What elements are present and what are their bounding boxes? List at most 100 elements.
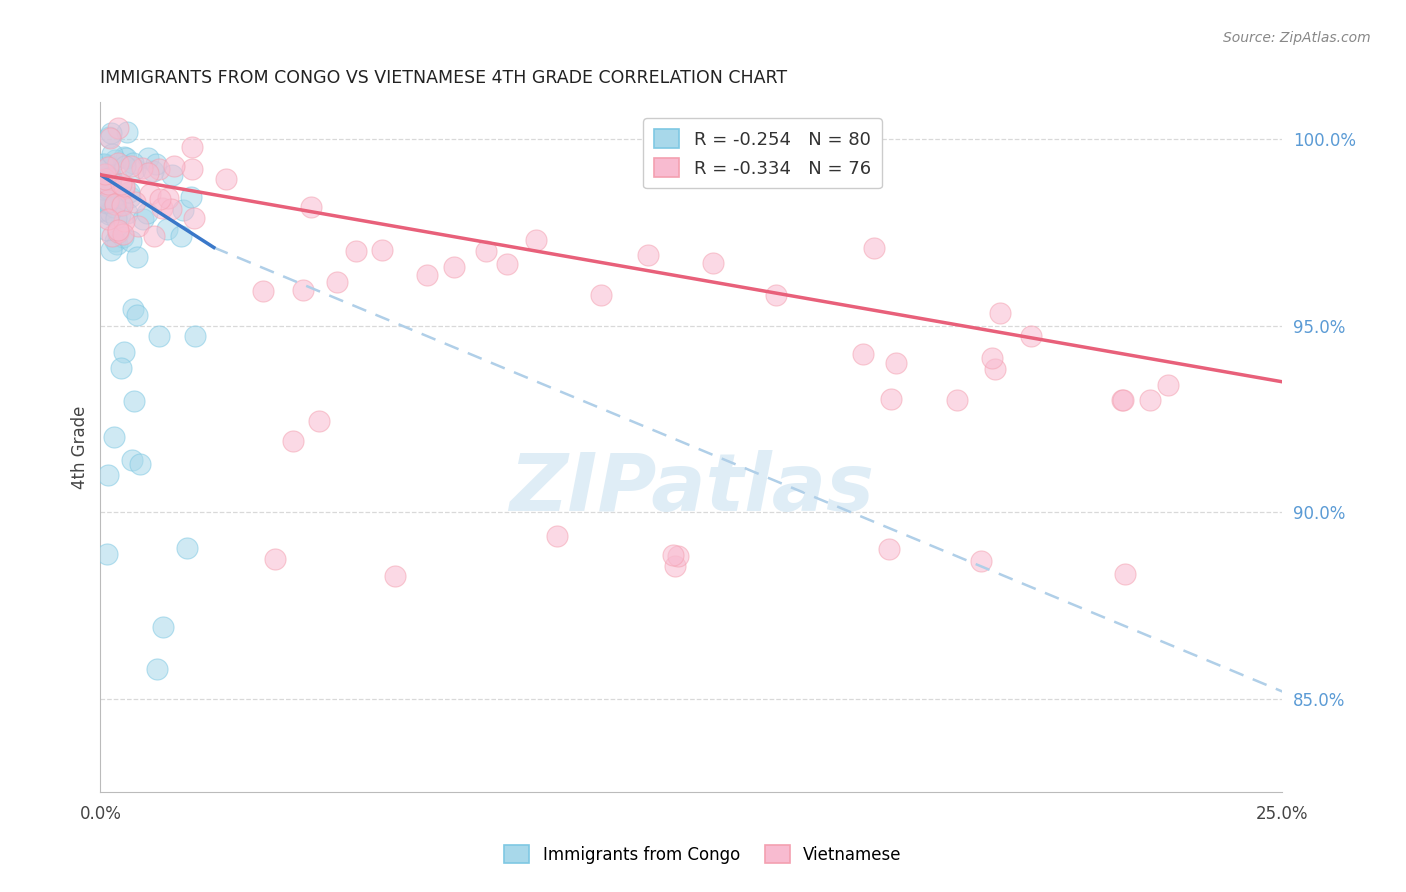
Point — [108, 198, 131, 212]
Point — [124, 194, 146, 209]
Point — [1111, 393, 1133, 408]
Point — [416, 268, 439, 282]
Point — [879, 542, 901, 557]
Point — [98, 167, 121, 181]
Point — [96, 175, 118, 189]
Point — [702, 255, 724, 269]
Point — [100, 126, 122, 140]
Point — [765, 287, 787, 301]
Point — [127, 219, 149, 233]
Point — [94, 167, 117, 181]
Point — [104, 211, 127, 225]
Point — [108, 207, 131, 221]
Point — [662, 549, 685, 563]
Point — [880, 392, 903, 407]
Point — [104, 196, 127, 211]
Text: IMMIGRANTS FROM CONGO VS VIETNAMESE 4TH GRADE CORRELATION CHART: IMMIGRANTS FROM CONGO VS VIETNAMESE 4TH … — [100, 69, 787, 87]
Point — [94, 172, 117, 186]
Y-axis label: 4th Grade: 4th Grade — [72, 406, 89, 489]
Point — [142, 164, 165, 178]
Point — [91, 203, 114, 218]
Point — [107, 226, 129, 240]
Point — [495, 257, 517, 271]
Point — [98, 131, 121, 145]
Point — [150, 201, 173, 215]
Point — [1111, 393, 1133, 408]
Point — [163, 159, 186, 173]
Point — [148, 161, 170, 176]
Point — [118, 190, 141, 204]
Point — [100, 170, 122, 185]
Point — [170, 228, 193, 243]
Point — [970, 554, 993, 568]
Point — [136, 152, 159, 166]
Point — [103, 429, 125, 443]
Point — [97, 130, 120, 145]
Text: ZIPatlas: ZIPatlas — [509, 450, 875, 527]
Point — [111, 198, 134, 212]
Point — [852, 346, 875, 360]
Point — [1021, 329, 1043, 343]
Point — [139, 187, 162, 202]
Point — [308, 414, 330, 428]
Point — [97, 193, 120, 207]
Point — [104, 190, 127, 204]
Point — [120, 235, 142, 249]
Point — [863, 240, 886, 254]
Point — [110, 178, 132, 192]
Point — [96, 186, 118, 201]
Point — [90, 182, 112, 196]
Point — [156, 191, 179, 205]
Point — [122, 393, 145, 408]
Point — [96, 548, 118, 562]
Point — [93, 178, 115, 192]
Point — [112, 230, 135, 244]
Point — [107, 121, 129, 136]
Point — [100, 186, 122, 201]
Point — [97, 194, 120, 209]
Point — [183, 211, 205, 226]
Point — [127, 250, 149, 264]
Point — [91, 182, 114, 196]
Point — [114, 159, 136, 173]
Point — [983, 361, 1005, 376]
Point — [91, 171, 114, 186]
Point — [1157, 377, 1180, 392]
Point — [104, 153, 127, 167]
Legend: Immigrants from Congo, Vietnamese: Immigrants from Congo, Vietnamese — [498, 838, 908, 871]
Point — [96, 196, 118, 211]
Point — [118, 185, 141, 199]
Point — [664, 558, 686, 573]
Point — [160, 202, 183, 216]
Point — [90, 179, 112, 194]
Point — [105, 236, 128, 251]
Legend: R = -0.254   N = 80, R = -0.334   N = 76: R = -0.254 N = 80, R = -0.334 N = 76 — [643, 118, 882, 188]
Point — [112, 213, 135, 227]
Point — [145, 157, 167, 171]
Point — [122, 156, 145, 170]
Point — [98, 205, 121, 219]
Point — [129, 457, 152, 471]
Point — [152, 620, 174, 634]
Point — [180, 162, 202, 177]
Point — [475, 244, 498, 259]
Point — [988, 305, 1011, 319]
Point — [384, 569, 406, 583]
Point — [945, 393, 967, 408]
Point — [120, 159, 142, 173]
Point — [97, 212, 120, 227]
Point — [666, 549, 689, 563]
Point — [96, 222, 118, 236]
Point — [143, 228, 166, 243]
Point — [115, 206, 138, 220]
Point — [292, 283, 315, 297]
Point — [884, 355, 907, 369]
Point — [111, 227, 134, 241]
Point — [155, 222, 177, 236]
Text: Source: ZipAtlas.com: Source: ZipAtlas.com — [1223, 31, 1371, 45]
Point — [112, 150, 135, 164]
Point — [149, 192, 172, 206]
Point — [160, 168, 183, 182]
Point — [172, 202, 194, 217]
Point — [146, 662, 169, 676]
